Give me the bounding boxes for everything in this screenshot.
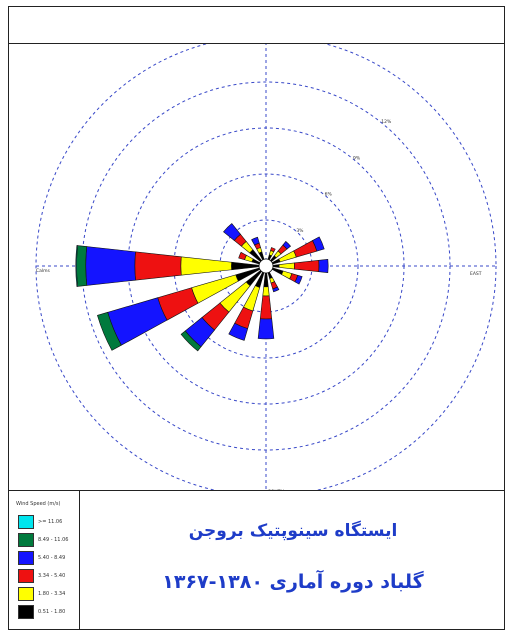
legend-entry: 5.40 - 8.49 [18,551,65,565]
petal-segment [231,261,260,271]
compass-label: EAST [470,271,482,277]
ring-label: 3% [296,228,304,234]
legend-swatch [18,569,34,583]
petal-segment [263,272,269,288]
compass-label: SOUTH [268,489,284,490]
legend-label: 3.34 - 5.40 [38,573,66,579]
petal-segment [75,245,78,287]
legend-label: 1.80 - 3.34 [38,591,66,597]
legend-entry: >= 11.06 [18,515,62,529]
petal-segment [278,262,295,270]
petal-segment [282,240,292,250]
figure-frame [8,6,505,630]
petal-segment [223,223,241,241]
petal-segment [262,286,270,297]
petal-segment [76,245,88,287]
legend-entry: 0.51 - 1.80 [18,605,65,619]
petal-segment [257,318,275,340]
period-title: گلباد دوره آماری ۱۳۸۰-۱۳۶۷ [162,571,424,593]
legend-swatch [18,515,34,529]
petal-segment [134,251,182,281]
legend-label: 5.40 - 8.49 [38,555,66,561]
petal-segment [312,236,325,252]
legend-swatch [18,533,34,547]
petal-segment [85,246,136,286]
petal-segment [270,247,276,253]
label-group: NORTH EAST SOUTH 3% 6% 9% 12% Calms [36,44,482,490]
calms-circle [258,258,274,274]
petal-segment [318,258,329,274]
legend-label: 8.49 - 11.06 [38,537,69,543]
legend-swatch [18,551,34,565]
calms-label: Calms [36,268,51,274]
petal-segment [294,274,303,285]
legend-entry: 3.34 - 5.40 [18,569,65,583]
bottom-panel: Wind Speed (m/s) >= 11.06 8.49 - 11.06 5… [8,490,505,630]
legend-swatch [18,605,34,619]
station-title: ایستگاه سینوپتیک بروجن [188,521,398,541]
petal-segment [251,236,260,246]
petal-segment [97,311,122,351]
compass-label: NORTH [268,44,284,46]
legend-entry: 8.49 - 11.06 [18,533,68,547]
petal-segment [271,267,284,275]
legend-entry: 1.80 - 3.34 [18,587,65,601]
ring-label: 6% [325,192,333,198]
petal-segment [228,322,249,341]
petal-segment [272,264,280,268]
petal-group [75,223,329,352]
petal-segment [180,256,232,276]
legend-label: 0.51 - 1.80 [38,609,66,615]
petal-segment [238,251,247,261]
header-strip [8,6,505,44]
petal-segment [293,259,320,273]
legend: Wind Speed (m/s) >= 11.06 8.49 - 11.06 5… [8,491,80,630]
legend-label: >= 11.06 [38,519,63,525]
petal-segment [272,286,280,293]
legend-swatch [18,587,34,601]
wind-rose-chart: NORTH EAST SOUTH 3% 6% 9% 12% Calms [35,44,497,490]
ring-label: 9% [353,155,361,161]
petal-segment [293,240,318,258]
petal-segment [180,330,202,352]
ring-label: 12% [381,119,392,125]
legend-title: Wind Speed (m/s) [16,501,61,507]
petal-segment [259,295,273,320]
